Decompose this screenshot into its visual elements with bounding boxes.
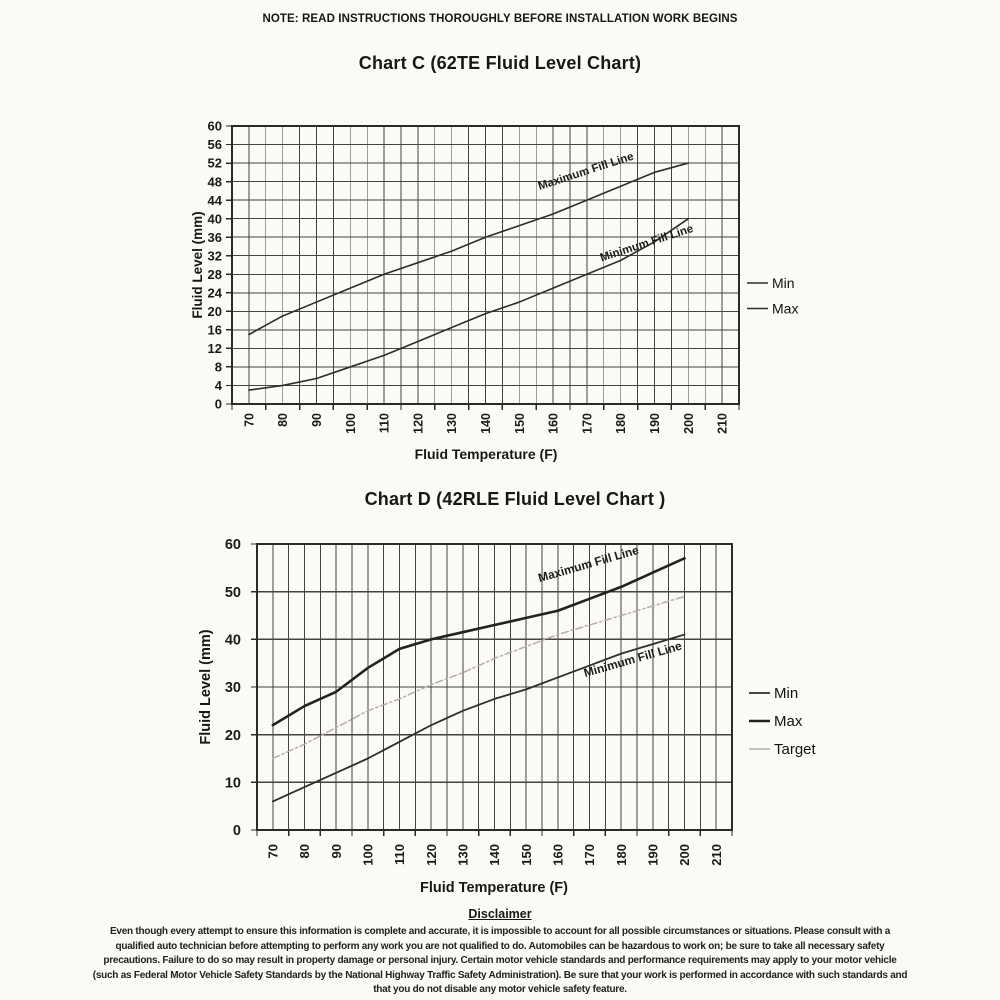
chart-0-annotation-1: Minimum Fill Line <box>599 223 695 264</box>
svg-text:190: 190 <box>648 413 662 434</box>
svg-text:110: 110 <box>378 413 392 433</box>
chart-0-legend: Min Max <box>747 275 798 316</box>
svg-text:0: 0 <box>215 397 222 412</box>
svg-text:180: 180 <box>614 844 629 866</box>
svg-text:120: 120 <box>424 844 439 866</box>
chart-1-annotation-0: Maximum Fill Line <box>536 543 640 585</box>
svg-text:20: 20 <box>208 304 222 319</box>
svg-text:100: 100 <box>344 413 358 434</box>
svg-text:130: 130 <box>445 413 459 434</box>
chart-0-ticks <box>226 125 740 410</box>
series-line-max <box>271 556 686 727</box>
disclaimer-text: Even though every attempt to ensure this… <box>92 926 908 996</box>
svg-text:44: 44 <box>208 193 223 208</box>
series-line-min <box>271 633 686 803</box>
svg-text:80: 80 <box>276 413 290 427</box>
chart-0-series <box>248 162 690 391</box>
svg-text:130: 130 <box>456 844 471 866</box>
legend-label-min: Min <box>774 685 798 702</box>
chart-1-x-axis-title: Fluid Temperature (F) <box>420 880 568 896</box>
svg-text:28: 28 <box>208 267 222 282</box>
chart-d-title: Chart D (42RLE Fluid Level Chart ) <box>364 489 666 509</box>
svg-text:160: 160 <box>551 844 566 866</box>
svg-text:10: 10 <box>225 776 241 792</box>
svg-text:56: 56 <box>208 137 222 152</box>
series-line-min <box>248 217 690 391</box>
chart-0-y-axis-title: Fluid Level (mm) <box>190 211 205 318</box>
svg-text:4: 4 <box>215 378 223 393</box>
chart-0-x-labels: 70 80 90 100 110 120 130 140 150 160 170 180 190 200 2… <box>242 413 729 434</box>
svg-text:150: 150 <box>519 844 534 866</box>
chart-1-x-labels: 70 80 90 100 110 120 130 140 150 160 170 180 190 200 2… <box>266 844 724 866</box>
svg-text:20: 20 <box>225 728 241 744</box>
svg-text:90: 90 <box>329 844 344 858</box>
instruction-note: NOTE: READ INSTRUCTIONS THOROUGHLY BEFOR… <box>262 13 738 25</box>
svg-text:140: 140 <box>487 844 502 866</box>
svg-text:180: 180 <box>614 413 628 434</box>
svg-text:16: 16 <box>208 323 222 338</box>
svg-text:210: 210 <box>709 844 724 866</box>
svg-text:210: 210 <box>716 413 730 434</box>
svg-text:8: 8 <box>215 360 222 375</box>
svg-text:80: 80 <box>297 844 312 858</box>
svg-text:190: 190 <box>646 844 661 866</box>
svg-text:160: 160 <box>547 413 561 434</box>
svg-text:110: 110 <box>392 844 407 865</box>
chart-0-grid <box>231 125 740 405</box>
series-line-target <box>272 595 686 760</box>
svg-text:140: 140 <box>479 413 493 434</box>
svg-text:200: 200 <box>682 413 696 434</box>
svg-text:60: 60 <box>225 537 241 553</box>
svg-text:0: 0 <box>233 823 241 839</box>
svg-text:48: 48 <box>208 174 222 189</box>
disclaimer-title: Disclaimer <box>468 907 532 921</box>
chart-1-y-labels: 0 10 20 30 40 50 60 <box>225 537 241 839</box>
svg-text:30: 30 <box>225 680 241 696</box>
legend-label-target: Target <box>774 741 817 758</box>
svg-text:12: 12 <box>208 341 222 356</box>
svg-text:40: 40 <box>208 211 222 226</box>
svg-text:32: 32 <box>208 248 222 263</box>
series-line-max <box>248 162 690 336</box>
svg-text:50: 50 <box>225 585 241 601</box>
svg-text:90: 90 <box>310 413 324 427</box>
legend-label-max: Max <box>774 713 803 730</box>
legend-label-max: Max <box>772 300 798 316</box>
legend-label-min: Min <box>772 275 795 291</box>
chart-0-x-axis-title: Fluid Temperature (F) <box>415 446 558 462</box>
svg-text:24: 24 <box>208 285 223 300</box>
svg-text:52: 52 <box>208 156 222 171</box>
svg-text:120: 120 <box>411 413 425 434</box>
svg-text:60: 60 <box>208 119 222 134</box>
chart-c-title: Chart C (62TE Fluid Level Chart) <box>358 53 642 73</box>
svg-text:40: 40 <box>225 633 241 649</box>
svg-text:170: 170 <box>580 413 594 434</box>
chart-1-y-axis-title: Fluid Level (mm) <box>198 629 214 744</box>
svg-text:200: 200 <box>677 844 692 866</box>
svg-text:150: 150 <box>513 413 527 434</box>
chart-1-ticks <box>251 543 733 836</box>
chart-1-series <box>271 556 686 803</box>
svg-text:36: 36 <box>208 230 222 245</box>
svg-text:70: 70 <box>242 413 256 427</box>
chart-1-grid <box>256 543 733 831</box>
chart-1-legend: Min Max Target <box>749 685 817 758</box>
chart-1: 0 10 20 30 40 50 60 70 80 90 100 110 120 130 140 150 160… <box>198 537 817 896</box>
svg-text:170: 170 <box>582 844 597 866</box>
svg-text:100: 100 <box>361 844 376 866</box>
svg-text:70: 70 <box>266 844 281 858</box>
